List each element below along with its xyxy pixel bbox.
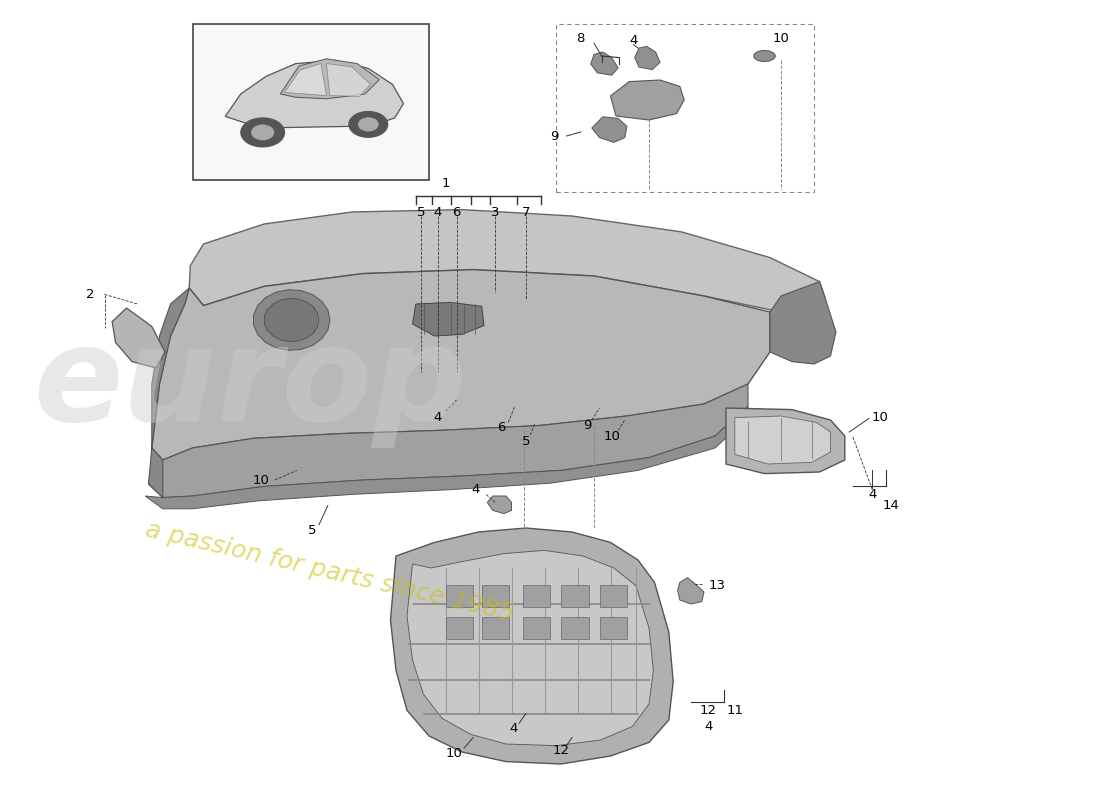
Text: 9: 9 (550, 130, 559, 142)
Polygon shape (285, 63, 327, 95)
Polygon shape (726, 408, 845, 474)
Bar (192, 24, 429, 180)
Text: 10: 10 (772, 32, 790, 45)
Bar (482, 585, 509, 607)
Text: 2: 2 (86, 288, 95, 301)
Polygon shape (407, 550, 653, 746)
Text: 8: 8 (576, 32, 585, 45)
Polygon shape (591, 52, 618, 75)
Text: 4: 4 (509, 722, 518, 734)
Text: europ: europ (33, 321, 466, 447)
Text: 13: 13 (708, 579, 726, 592)
Text: 5: 5 (521, 435, 530, 448)
Bar (482, 617, 509, 639)
Polygon shape (226, 60, 404, 127)
Polygon shape (390, 528, 673, 764)
Text: 6: 6 (497, 421, 506, 434)
Bar (561, 585, 588, 607)
Ellipse shape (241, 118, 285, 146)
Polygon shape (253, 290, 330, 350)
Polygon shape (148, 384, 748, 498)
Text: 4: 4 (433, 411, 442, 424)
Bar (446, 617, 473, 639)
Polygon shape (148, 288, 189, 498)
Text: 4: 4 (433, 206, 442, 218)
Text: 5: 5 (308, 524, 317, 537)
Polygon shape (145, 406, 748, 509)
Text: 12: 12 (700, 704, 717, 717)
Text: 10: 10 (871, 411, 889, 424)
Text: 3: 3 (491, 206, 499, 218)
Bar (446, 585, 473, 607)
Text: 9: 9 (583, 419, 592, 432)
Polygon shape (678, 578, 704, 604)
Text: 4: 4 (629, 34, 638, 46)
Polygon shape (635, 46, 660, 70)
Text: 5: 5 (417, 206, 426, 218)
Bar (561, 617, 588, 639)
Polygon shape (754, 50, 776, 62)
Text: 1: 1 (441, 177, 450, 190)
Polygon shape (412, 302, 484, 336)
Bar (522, 617, 550, 639)
Polygon shape (770, 282, 836, 364)
Text: 6: 6 (452, 206, 461, 218)
Text: 11: 11 (726, 704, 744, 717)
Polygon shape (487, 496, 512, 514)
Text: 12: 12 (552, 744, 570, 757)
Polygon shape (189, 210, 825, 312)
Polygon shape (280, 58, 380, 98)
Ellipse shape (349, 111, 387, 137)
Text: 7: 7 (521, 206, 530, 218)
Text: 4: 4 (704, 720, 713, 733)
Bar (600, 585, 627, 607)
Polygon shape (152, 270, 770, 460)
Text: 14: 14 (882, 499, 900, 512)
Bar (600, 617, 627, 639)
Polygon shape (610, 80, 684, 120)
Text: 10: 10 (252, 474, 270, 486)
Text: 4: 4 (868, 488, 877, 501)
Polygon shape (112, 308, 165, 368)
Bar (556, 24, 814, 192)
Polygon shape (735, 416, 830, 464)
Text: 10: 10 (603, 430, 620, 442)
Text: 10: 10 (446, 747, 463, 760)
Ellipse shape (252, 125, 274, 139)
Polygon shape (327, 63, 371, 96)
Bar (522, 585, 550, 607)
Polygon shape (592, 117, 627, 142)
Text: a passion for parts since 1985: a passion for parts since 1985 (143, 518, 517, 626)
Ellipse shape (359, 118, 378, 130)
Text: 4: 4 (471, 483, 480, 496)
Polygon shape (264, 298, 319, 342)
